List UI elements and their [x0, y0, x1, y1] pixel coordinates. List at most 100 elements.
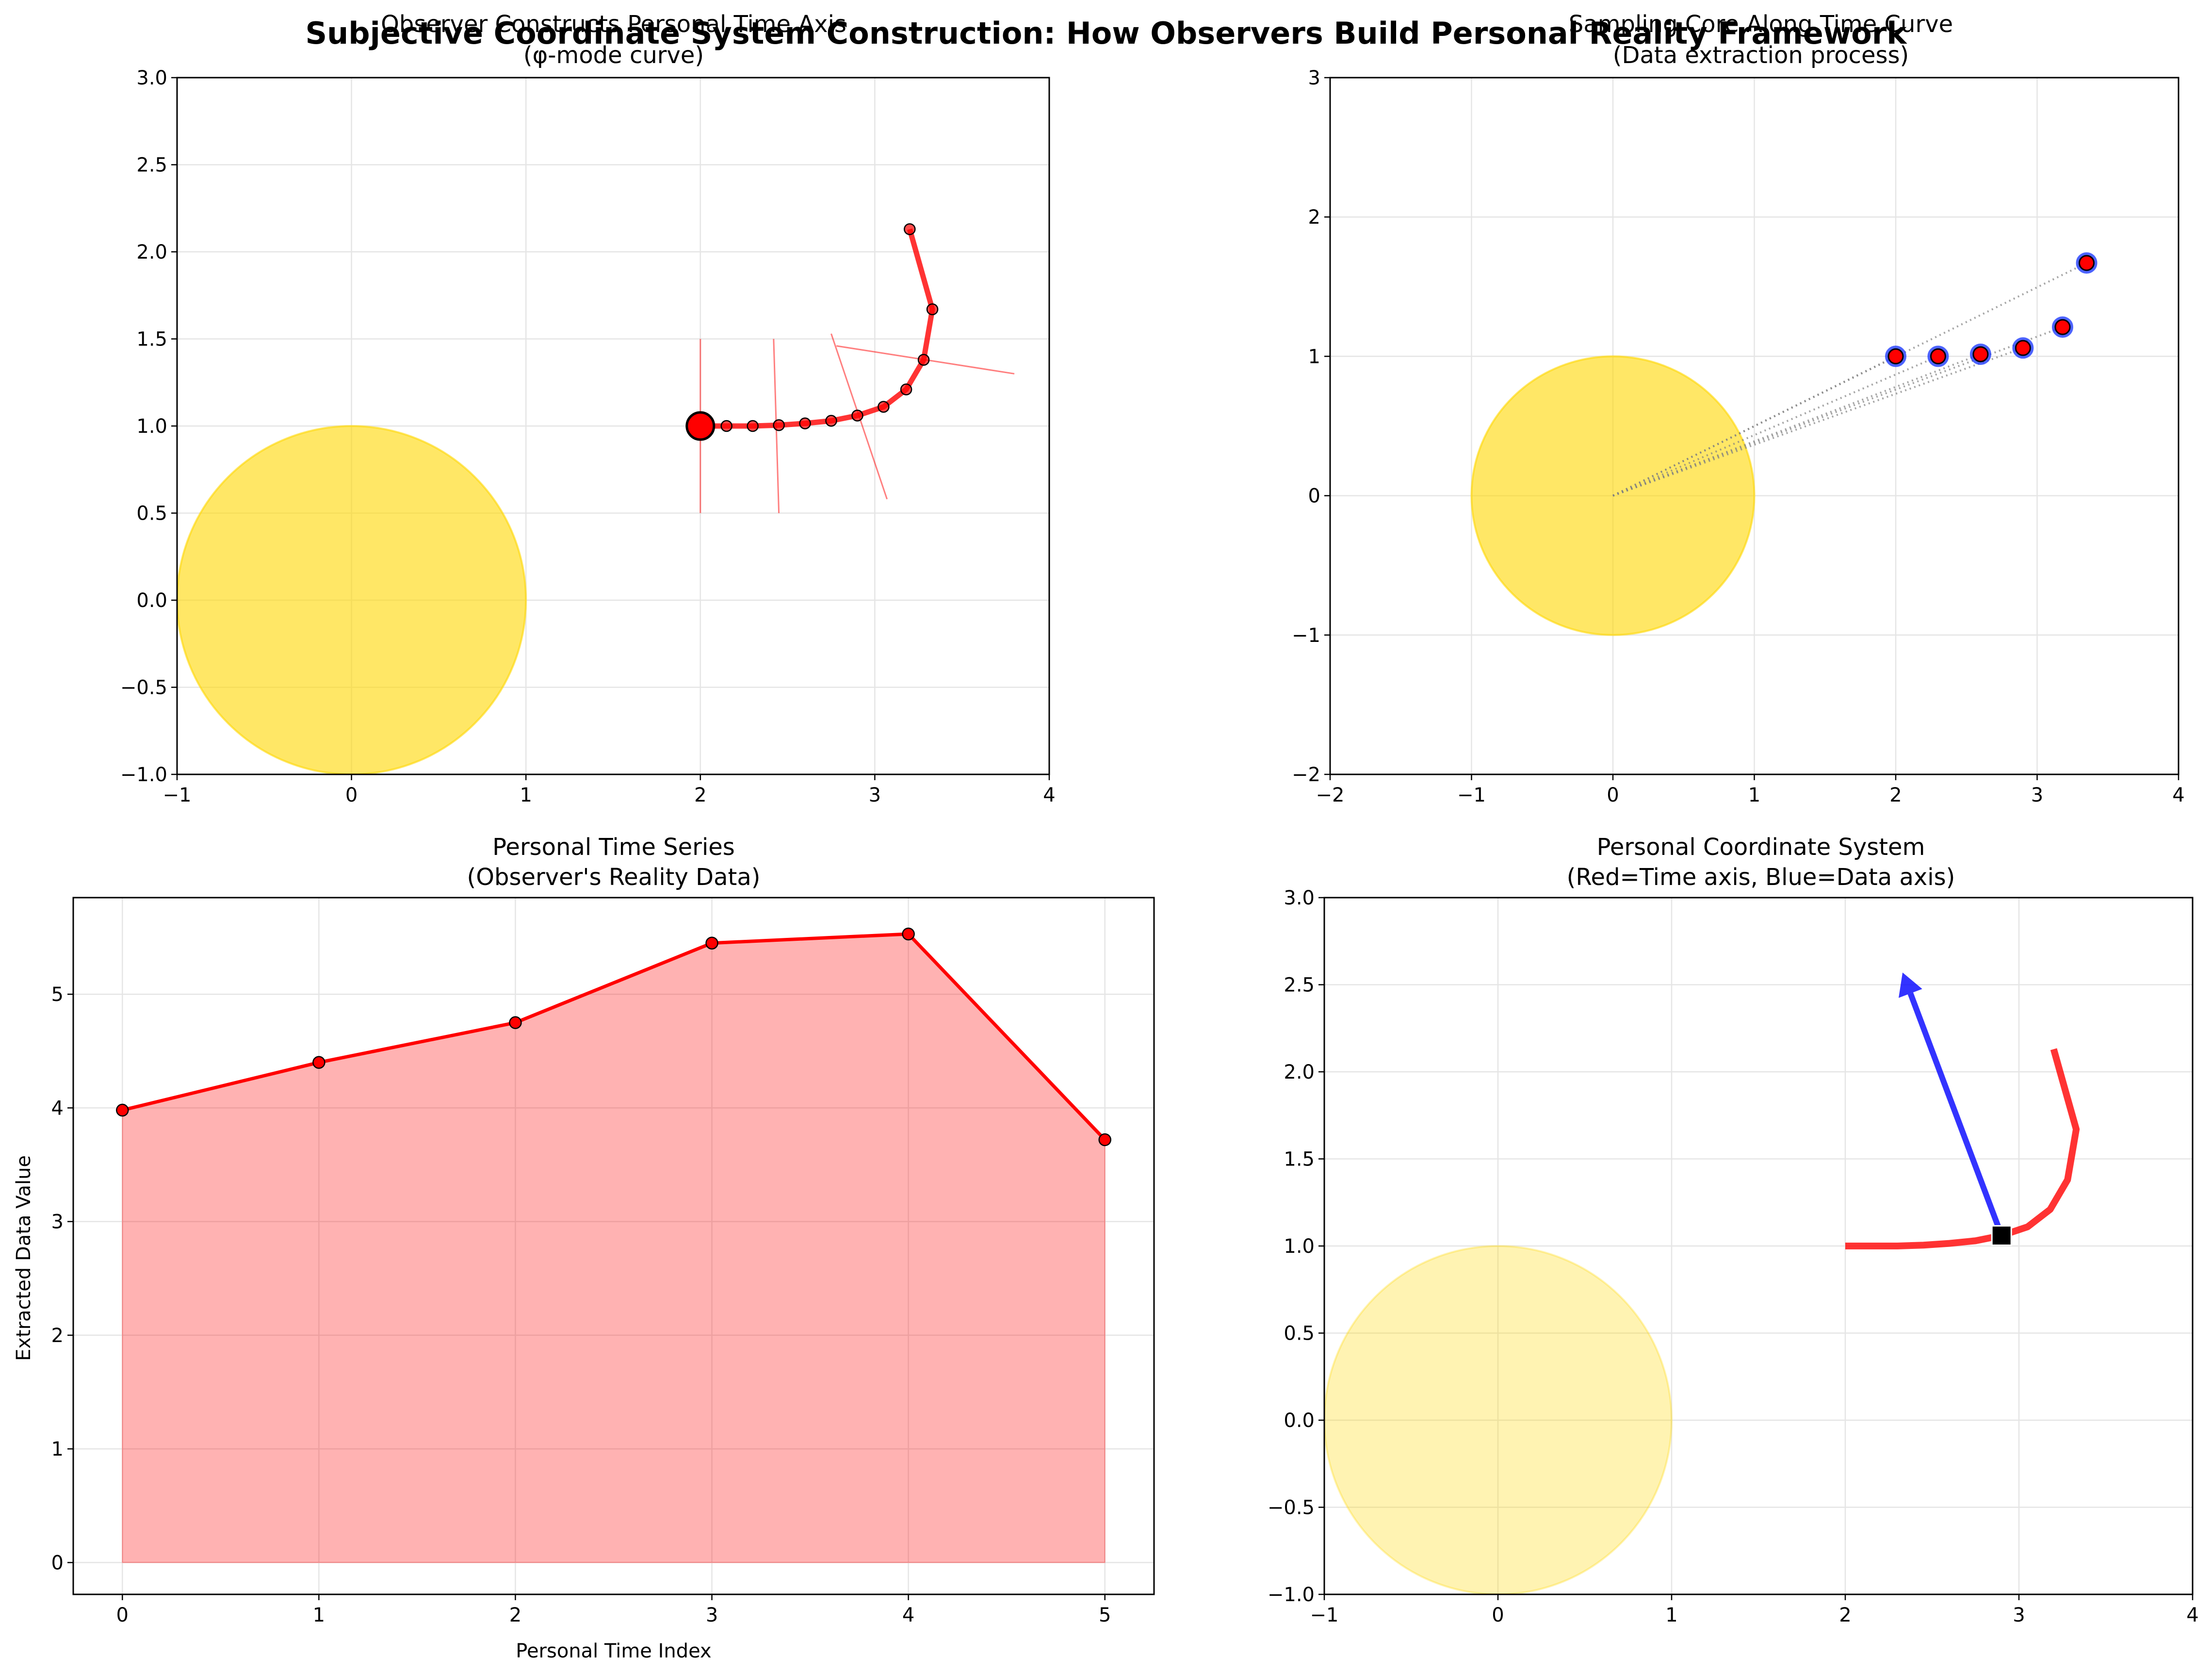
sample-point — [1972, 346, 1989, 362]
panel-title-line2: (Data extraction process) — [1613, 42, 1909, 69]
y-tick-label: −1.0 — [1268, 1584, 1315, 1606]
curve-point — [799, 417, 811, 429]
y-tick-label: 0.5 — [1284, 1323, 1315, 1345]
y-tick-label: −0.5 — [120, 677, 167, 699]
x-tick-label: 3 — [706, 1604, 718, 1626]
time-axis-curve — [1845, 1048, 2080, 1249]
x-tick-label: −1 — [163, 784, 192, 806]
y-tick-label: 1.5 — [136, 328, 167, 351]
panel-title-line2: (Red=Time axis, Blue=Data axis) — [1567, 864, 1955, 891]
x-tick-label: 0 — [116, 1604, 129, 1626]
panel-title-line1: Personal Time Series — [492, 834, 735, 861]
y-tick-label: 0 — [1308, 485, 1320, 508]
y-tick-label: 2.0 — [136, 241, 167, 263]
series-point — [705, 936, 718, 950]
x-axis-label: Personal Time Index — [516, 1640, 711, 1662]
panel-title-line1: Personal Coordinate System — [1597, 834, 1925, 861]
x-tick-label: 1 — [313, 1604, 325, 1626]
curve-point — [825, 414, 837, 427]
sample-ring — [1885, 345, 1906, 367]
axes-frame — [1323, 897, 2194, 1595]
panel-title-line1: Sampling Core Along Time Curve — [1569, 11, 1953, 38]
x-tick-label: 2 — [509, 1604, 521, 1626]
x-tick-label: 0 — [1492, 1604, 1504, 1626]
y-tick-label: 2.5 — [136, 154, 167, 177]
sample-ring — [2012, 337, 2034, 359]
y-tick-label: 0 — [51, 1552, 64, 1574]
x-tick-label: 0 — [345, 784, 358, 806]
origin-marker — [1991, 1225, 2012, 1246]
x-tick-label: 2 — [694, 784, 706, 806]
x-tick-label: −2 — [1316, 784, 1345, 806]
panel-time-series: Personal Time Series (Observer's Reality… — [13, 834, 1155, 1662]
y-tick-label: −2 — [1292, 764, 1320, 786]
x-tick-label: 3 — [2031, 784, 2043, 806]
axes-frame — [1329, 77, 2179, 775]
series-point — [116, 1103, 129, 1117]
sample-point — [2079, 255, 2095, 271]
x-tick-label: 0 — [1607, 784, 1619, 806]
y-tick-label: 3 — [1308, 67, 1320, 89]
time-curve — [700, 228, 935, 429]
axes-frame — [72, 897, 1155, 1595]
plot-area: −1 0 1 2 3 4 −1.0 −0.5 0.0 0.5 1.0 1.5 2.0 2.5 3.0 — [1268, 887, 2199, 1626]
y-tick-label: 2.0 — [1284, 1061, 1315, 1083]
x-tick-label: 4 — [1043, 784, 1055, 806]
sample-point — [1887, 348, 1904, 364]
panel-time-axis: Observer Constructs Personal Time Axis (… — [120, 11, 1056, 806]
curve-point — [900, 383, 912, 395]
plot-area: 0 1 2 3 4 5 0 1 2 3 4 5 — [51, 897, 1155, 1626]
sampling-ray — [1612, 355, 1939, 497]
x-tick-label: −1 — [1310, 1604, 1339, 1626]
ticks: −2 −1 0 1 2 3 4 −2 −1 0 1 2 3 — [1292, 67, 2185, 806]
y-tick-label: 1 — [51, 1438, 64, 1460]
curve-point — [773, 419, 785, 431]
series-point — [1098, 1133, 1111, 1147]
y-tick-label: 0.0 — [1284, 1410, 1315, 1432]
panel-title-line2: (Observer's Reality Data) — [467, 864, 760, 891]
y-tick-label: −0.5 — [1268, 1497, 1315, 1519]
y-tick-label: 1 — [1308, 345, 1320, 368]
x-tick-label: 3 — [869, 784, 881, 806]
series-point — [902, 927, 915, 941]
observer-start-point — [685, 411, 716, 441]
sample-ring — [1969, 344, 1991, 365]
sampling-ray — [1612, 262, 2087, 497]
x-tick-label: 2 — [1839, 1604, 1851, 1626]
sample-point — [2054, 319, 2071, 335]
data-layer — [1324, 972, 2080, 1594]
sun-circle — [177, 425, 527, 774]
data-layer — [1470, 252, 2098, 636]
series-point — [312, 1056, 325, 1069]
x-tick-label: 5 — [1099, 1604, 1111, 1626]
x-tick-label: 3 — [2013, 1604, 2025, 1626]
y-tick-label: 3.0 — [1284, 887, 1315, 909]
y-tick-label: 2 — [51, 1325, 64, 1347]
figure-suptitle: Subjective Coordinate System Constructio… — [305, 16, 1907, 51]
y-tick-label: 0.5 — [136, 503, 167, 525]
gridlines — [1329, 77, 2179, 775]
panel-title-line1: Observer Constructs Personal Time Axis — [381, 11, 846, 38]
curve-point — [720, 420, 732, 432]
data-layer — [177, 223, 1015, 774]
plot-area: −2 −1 0 1 2 3 4 −2 −1 0 1 2 3 — [1292, 67, 2185, 806]
ticks: 0 1 2 3 4 5 0 1 2 3 4 5 — [51, 984, 1111, 1626]
data-layer — [116, 927, 1111, 1563]
y-tick-label: −1.0 — [120, 764, 167, 786]
ticks: −1 0 1 2 3 4 −1.0 −0.5 0.0 0.5 1.0 1.5 2.0 2.5 3.0 — [120, 67, 1056, 806]
panel-coordinate-system: Personal Coordinate System (Red=Time axi… — [1268, 834, 2199, 1626]
curve-point — [904, 223, 916, 235]
x-tick-label: 1 — [1665, 1604, 1677, 1626]
sample-point — [1930, 348, 1946, 364]
y-tick-label: 2.5 — [1284, 974, 1315, 997]
panel-title-line2: (φ-mode curve) — [523, 42, 704, 69]
curve-point — [926, 303, 939, 315]
y-tick-label: 3.0 — [136, 67, 167, 89]
x-tick-label: −1 — [1457, 784, 1486, 806]
sun-circle — [1324, 1245, 1673, 1594]
y-tick-label: 1.0 — [1284, 1235, 1315, 1258]
curve-point — [747, 420, 759, 432]
curve-point — [878, 401, 890, 413]
y-tick-label: 4 — [51, 1097, 64, 1119]
